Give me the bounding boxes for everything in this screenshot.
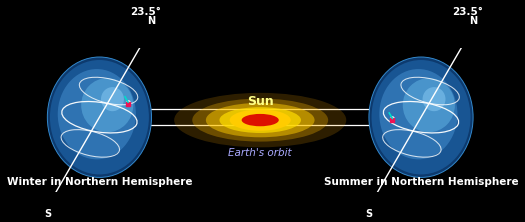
Text: Earth's orbit: Earth's orbit (228, 148, 292, 158)
Ellipse shape (58, 69, 136, 159)
Ellipse shape (380, 69, 457, 159)
Text: 23.5°: 23.5° (452, 7, 483, 17)
Ellipse shape (192, 99, 328, 142)
Ellipse shape (47, 57, 152, 177)
Ellipse shape (50, 60, 149, 174)
Ellipse shape (101, 87, 124, 111)
Ellipse shape (229, 109, 291, 131)
Ellipse shape (242, 114, 279, 126)
Text: Summer in Northern Hemisphere: Summer in Northern Hemisphere (324, 177, 518, 187)
Ellipse shape (206, 103, 314, 137)
Ellipse shape (423, 87, 446, 111)
Text: S: S (44, 209, 51, 219)
Ellipse shape (81, 78, 133, 132)
Ellipse shape (174, 93, 346, 147)
Text: Winter in Northern Hemisphere: Winter in Northern Hemisphere (7, 177, 192, 187)
Ellipse shape (403, 78, 455, 132)
Text: S: S (366, 209, 373, 219)
Ellipse shape (372, 60, 470, 174)
Text: N: N (147, 16, 155, 26)
Ellipse shape (369, 57, 473, 177)
Text: 23.5°: 23.5° (130, 7, 161, 17)
Ellipse shape (233, 111, 287, 129)
Text: N: N (469, 16, 477, 26)
Ellipse shape (219, 107, 301, 133)
Text: Sun: Sun (247, 95, 274, 108)
